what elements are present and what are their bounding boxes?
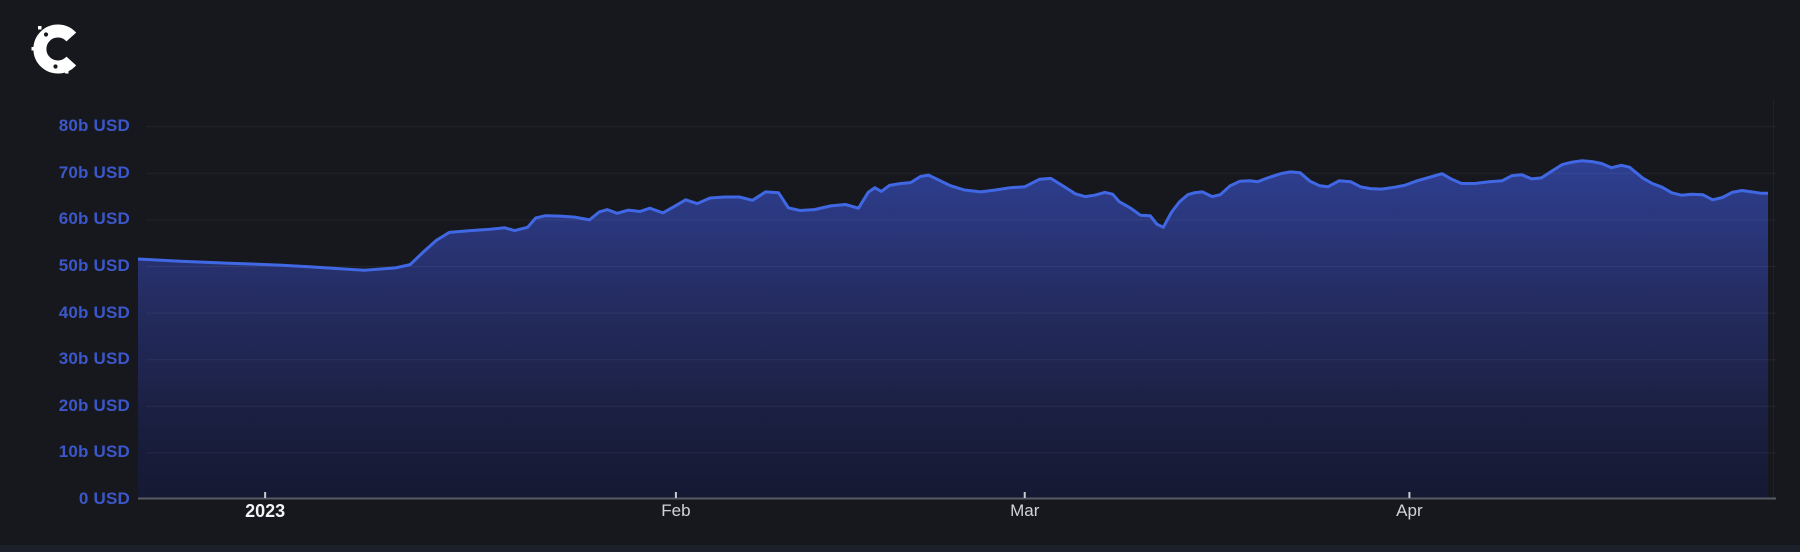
x-axis-tick-Feb: [674, 492, 677, 498]
x-axis-tick-2023: [264, 492, 267, 498]
y-axis-label-40b: 40b USD: [58, 302, 130, 322]
y-axis-label-50b: 50b USD: [58, 256, 130, 275]
x-axis-label-2023: 2023: [245, 501, 286, 521]
c-logo-icon: [31, 24, 77, 74]
brand-logo[interactable]: [30, 19, 86, 79]
y-axis-label-0b: 0 USD: [78, 489, 130, 508]
x-axis-label-Apr: Apr: [1396, 501, 1423, 520]
y-axis-label-30b: 30b USD: [58, 349, 130, 369]
x-axis-tick-Mar: [1023, 492, 1026, 498]
y-axis-label-70b: 70b USD: [58, 162, 130, 182]
bottom-panel-edge: [0, 545, 1800, 552]
x-axis-label-Mar: Mar: [1010, 501, 1040, 520]
y-axis-label-20b: 20b USD: [58, 395, 130, 415]
x-axis-ticks: [264, 492, 1411, 498]
y-axis-label-10b: 10b USD: [58, 442, 130, 462]
y-axis-label-80b: 80b USD: [58, 116, 130, 136]
x-axis-tick-Apr: [1408, 492, 1411, 498]
y-axis-label-60b: 60b USD: [58, 209, 130, 229]
x-axis-label-Feb: Feb: [661, 501, 691, 520]
area-series-line: [137, 159, 1768, 272]
area-series-fill: [138, 160, 1768, 499]
gridlines-overlay: [146, 126, 1776, 454]
